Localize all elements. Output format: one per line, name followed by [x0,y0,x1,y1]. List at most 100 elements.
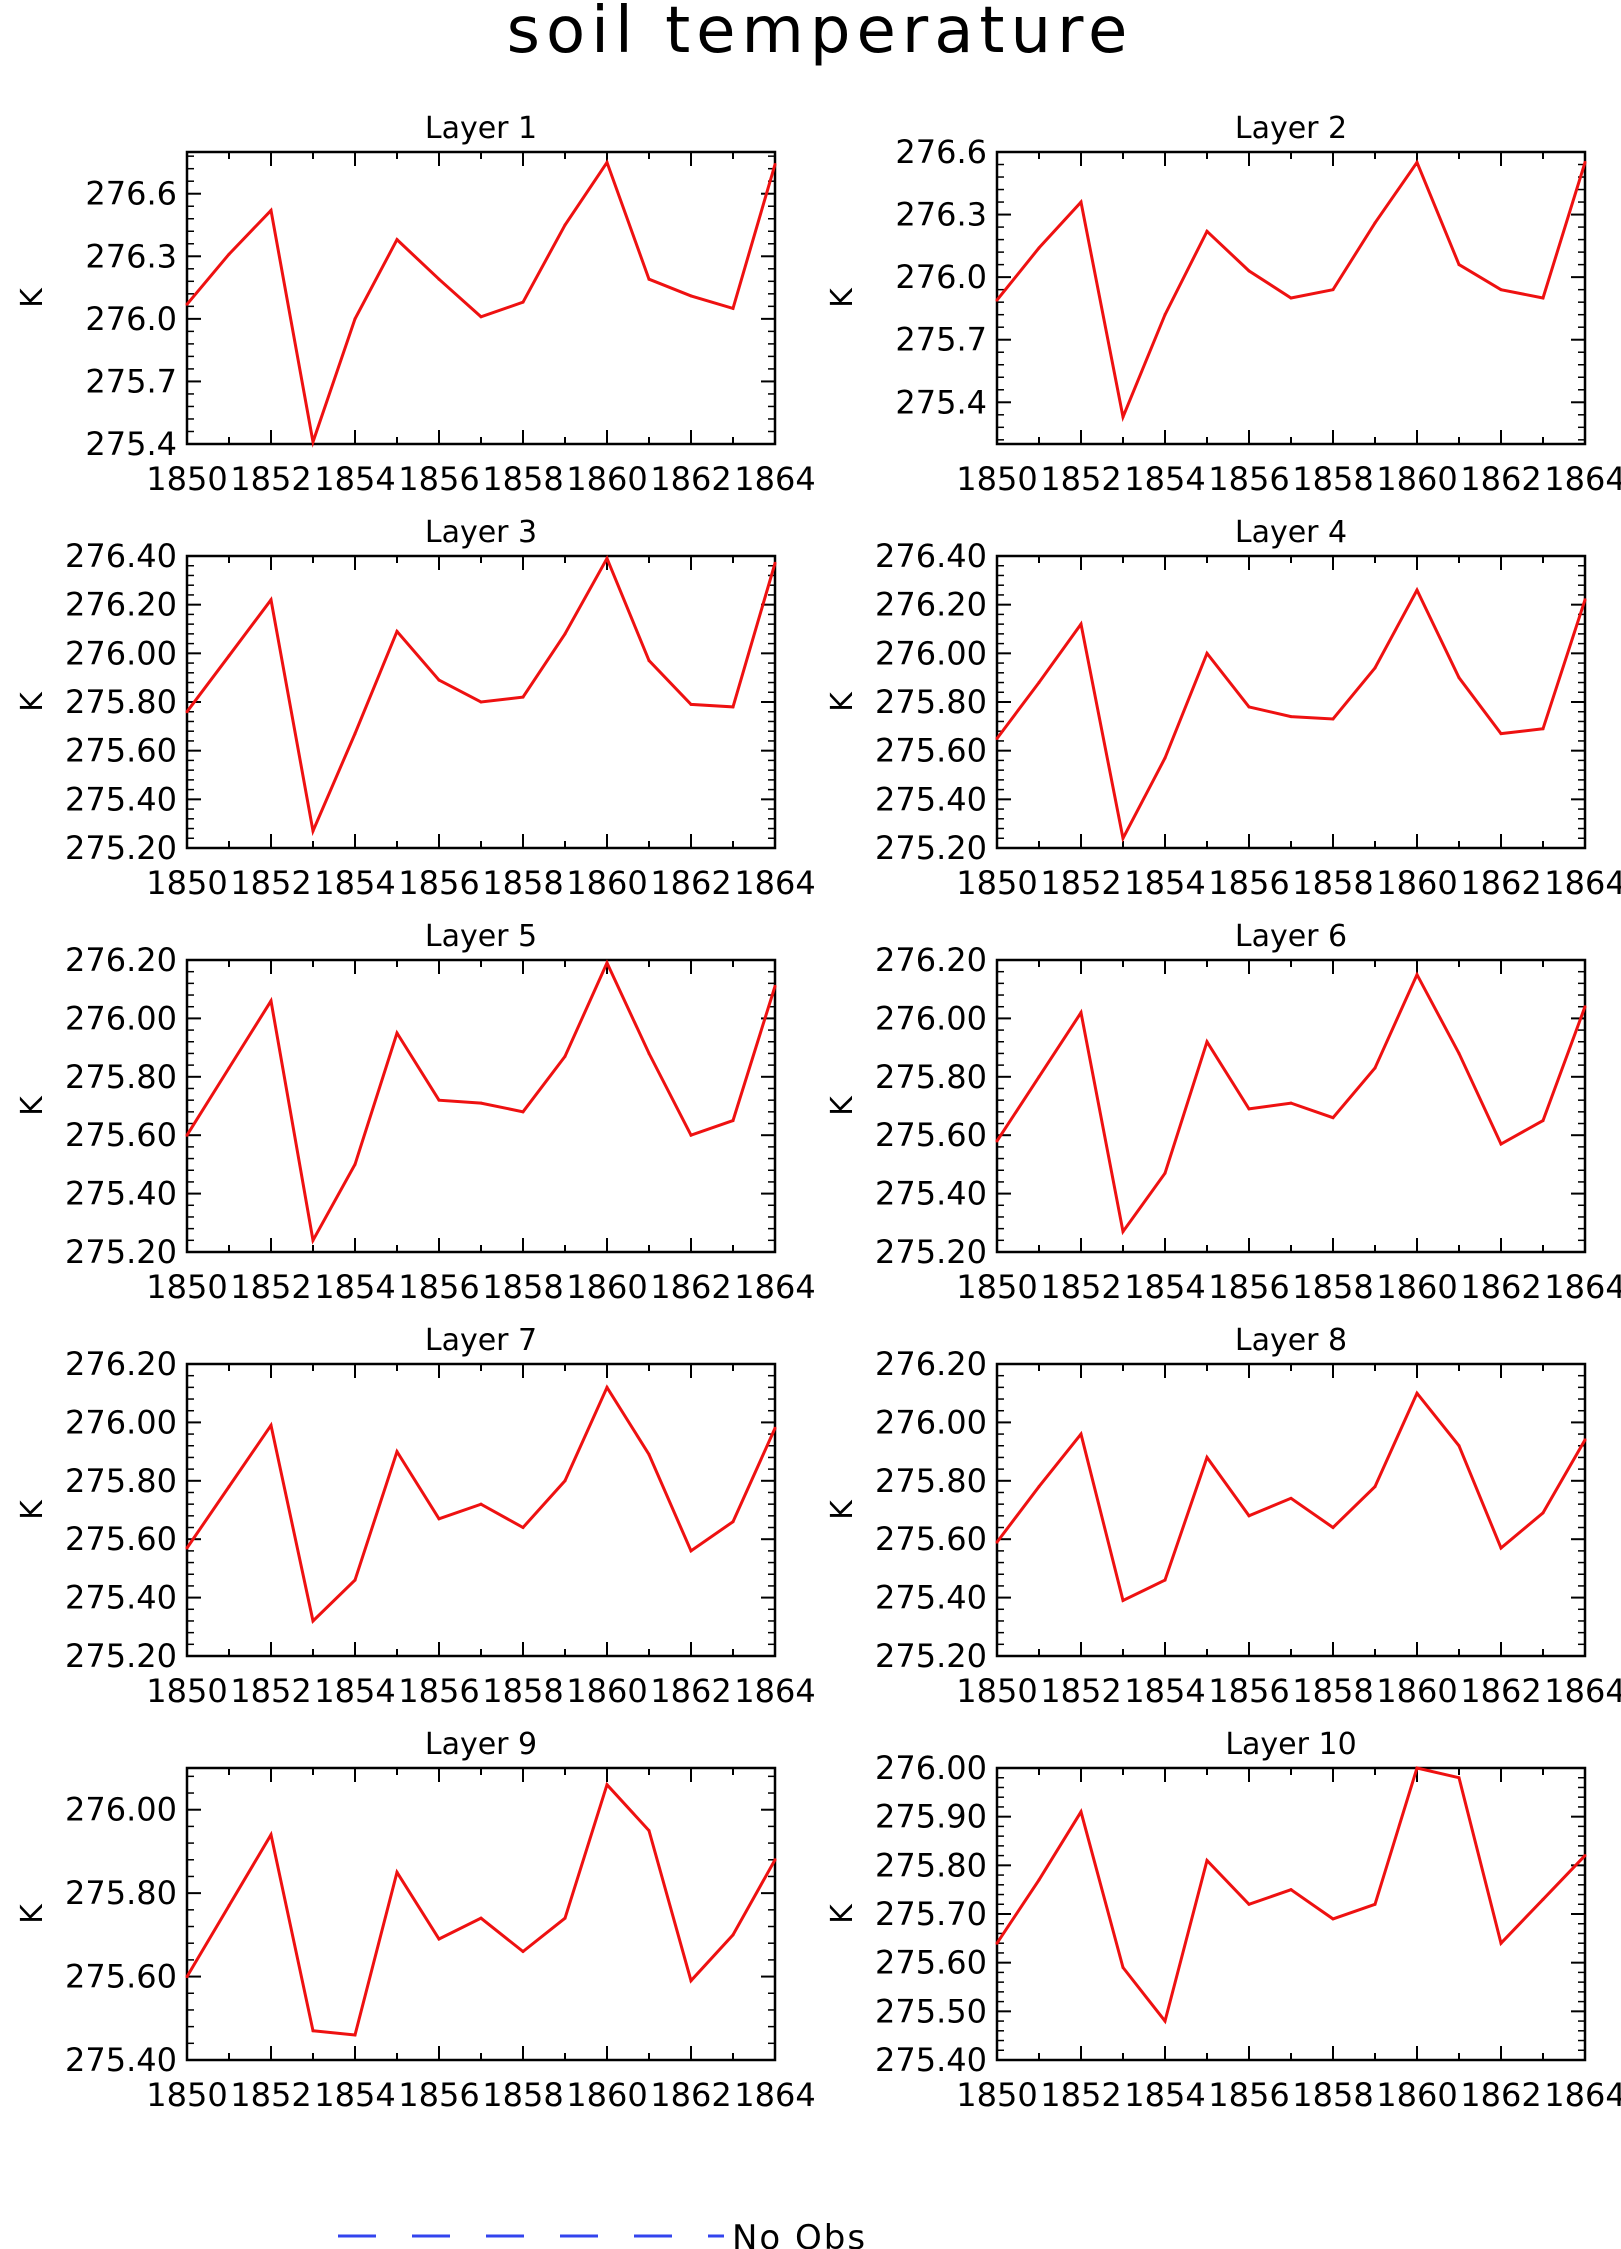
data-point [1163,1578,1167,1582]
data-point [227,1904,231,1908]
data-point [311,440,315,444]
data-point [1457,1444,1461,1448]
data-point [1121,836,1125,840]
x-tick-label: 1852 [230,460,311,498]
data-point [995,1941,999,1945]
x-tick-label: 1862 [1460,2076,1541,2114]
y-tick-label: 275.7 [85,362,177,400]
data-point [1499,1546,1503,1550]
x-tick-label: 1864 [734,1672,815,1710]
data-point [185,1546,189,1550]
data-point [1205,651,1209,655]
x-tick-label: 1856 [1208,460,1289,498]
data-point [995,298,999,302]
y-tick-label: 275.20 [875,1637,987,1675]
y-tick-label: 275.20 [65,829,177,867]
data-point [605,961,609,965]
y-axis-label: K [825,1499,860,1520]
x-tick-label: 1862 [1460,1268,1541,1306]
y-axis-label: K [15,287,50,308]
data-point [563,1479,567,1483]
data-point [353,2033,357,2037]
x-tick-label: 1856 [398,2076,479,2114]
y-tick-label: 276.00 [65,634,177,672]
y-tick-label: 275.80 [65,1874,177,1912]
panel-title: Layer 7 [425,1323,537,1358]
y-tick-label: 275.60 [65,1958,177,1996]
data-point [731,1520,735,1524]
x-tick-label: 1864 [734,864,815,902]
y-axis-label: K [15,1903,50,1924]
data-point [647,659,651,663]
x-tick-label: 1864 [1544,1672,1621,1710]
data-point [311,829,315,833]
x-tick-label: 1860 [1376,2076,1457,2114]
y-tick-label: 275.70 [875,1895,987,1933]
data-point [269,999,273,1003]
x-tick-label: 1852 [230,864,311,902]
data-point [479,315,483,319]
panel-title: Layer 2 [1235,111,1347,146]
data-point [437,678,441,682]
x-tick-label: 1852 [1040,1672,1121,1710]
data-point [437,1937,441,1941]
data-point [1247,1514,1251,1518]
data-point [689,1549,693,1553]
panel-layer-4: Layer 4 K 1850 1852 1854 1856 1858 1860 1862 1864… [825,515,1621,902]
data-point [1247,1107,1251,1111]
data-point [1079,622,1083,626]
x-tick-label: 1862 [650,1672,731,1710]
x-tick-label: 1850 [956,864,1037,902]
data-point [479,1916,483,1920]
data-point [311,1238,315,1242]
data-point [1541,1511,1545,1515]
y-tick-label: 275.60 [65,1520,177,1558]
panel-layer-2: Layer 2 K 1850 1852 1854 1856 1858 1860 1862 1864… [825,111,1621,498]
y-tick-label: 275.20 [65,1637,177,1675]
y-axis-label: K [15,691,50,712]
y-tick-label: 275.80 [875,1846,987,1884]
data-point [773,561,777,565]
data-point [353,1578,357,1582]
data-point [731,705,735,709]
panel-layer-7: Layer 7 K 1850 1852 1854 1856 1858 1860 1862 1864… [15,1323,816,1710]
series-line [995,1766,1587,2025]
x-tick-label: 1854 [1124,460,1205,498]
data-point [395,1870,399,1874]
x-tick-label: 1850 [956,460,1037,498]
panel-layer-1: Layer 1 K 1850 1852 1854 1856 1858 1860 1862 1864… [15,111,816,498]
x-tick-label: 1860 [1376,1268,1457,1306]
data-point [395,1031,399,1035]
x-tick-label: 1852 [230,1268,311,1306]
y-tick-label: 275.80 [65,683,177,721]
data-point [1457,1776,1461,1780]
data-point [1289,715,1293,719]
data-point [1247,705,1251,709]
data-point [269,208,273,212]
data-point [437,277,441,281]
data-point [1289,1888,1293,1892]
y-tick-label: 275.40 [875,780,987,818]
data-point [605,160,609,164]
y-tick-label: 275.40 [65,780,177,818]
data-point [689,294,693,298]
data-point [689,1979,693,1983]
data-point [1415,160,1419,164]
x-tick-label: 1854 [314,864,395,902]
y-tick-label: 276.3 [895,196,987,234]
y-tick-label: 275.90 [875,1798,987,1836]
data-point [185,710,189,714]
y-tick-label: 275.40 [875,1175,987,1213]
data-point [1163,756,1167,760]
data-point [1331,288,1335,292]
data-point [395,1450,399,1454]
data-point [773,984,777,988]
y-tick-label: 275.20 [875,829,987,867]
x-tick-label: 1858 [482,1268,563,1306]
y-axis-label: K [825,1095,860,1116]
data-point [1373,666,1377,670]
data-point [1163,313,1167,317]
x-tick-label: 1850 [956,1268,1037,1306]
x-tick-label: 1858 [1292,1672,1373,1710]
